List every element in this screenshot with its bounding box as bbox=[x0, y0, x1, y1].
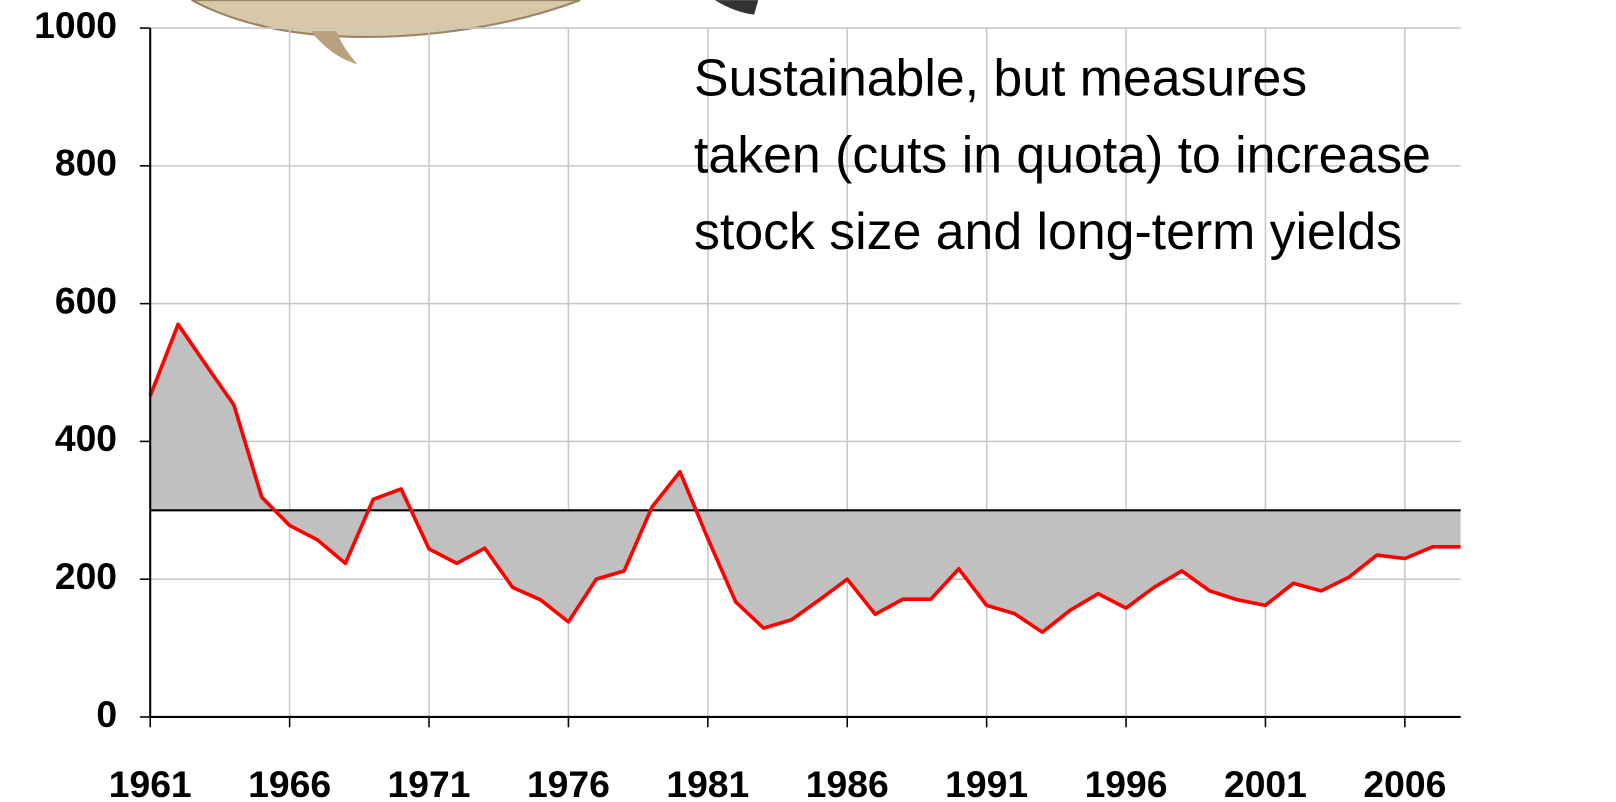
x-tick-label: 1981 bbox=[666, 763, 749, 802]
x-tick-label: 1971 bbox=[388, 763, 471, 802]
x-tick-label: 1966 bbox=[248, 763, 331, 802]
x-tick-label: 1991 bbox=[945, 763, 1028, 802]
deviation-area bbox=[150, 324, 1461, 633]
data-line bbox=[148, 322, 1461, 635]
x-tick-label: 2001 bbox=[1224, 763, 1307, 802]
y-tick-label: 0 bbox=[96, 693, 117, 735]
annotation: Sustainable, but measures bbox=[694, 49, 1307, 107]
x-tick-label: 1986 bbox=[806, 763, 889, 802]
y-tick-label: 1000 bbox=[34, 4, 117, 46]
y-tick-label: 400 bbox=[55, 417, 117, 459]
x-tick-label: 1961 bbox=[109, 763, 192, 802]
x-tick-label: 1996 bbox=[1085, 763, 1168, 802]
fish-illustration bbox=[191, 0, 759, 65]
x-tick-label: 2006 bbox=[1363, 763, 1446, 802]
y-tick-label: 200 bbox=[55, 555, 117, 597]
y-tick-label: 800 bbox=[55, 142, 117, 184]
y-tick-label: 600 bbox=[55, 279, 117, 321]
annotation: stock size and long-term yields bbox=[694, 202, 1402, 260]
annotation: taken (cuts in quota) to increase bbox=[694, 125, 1431, 183]
x-tick-label: 1976 bbox=[527, 763, 610, 802]
